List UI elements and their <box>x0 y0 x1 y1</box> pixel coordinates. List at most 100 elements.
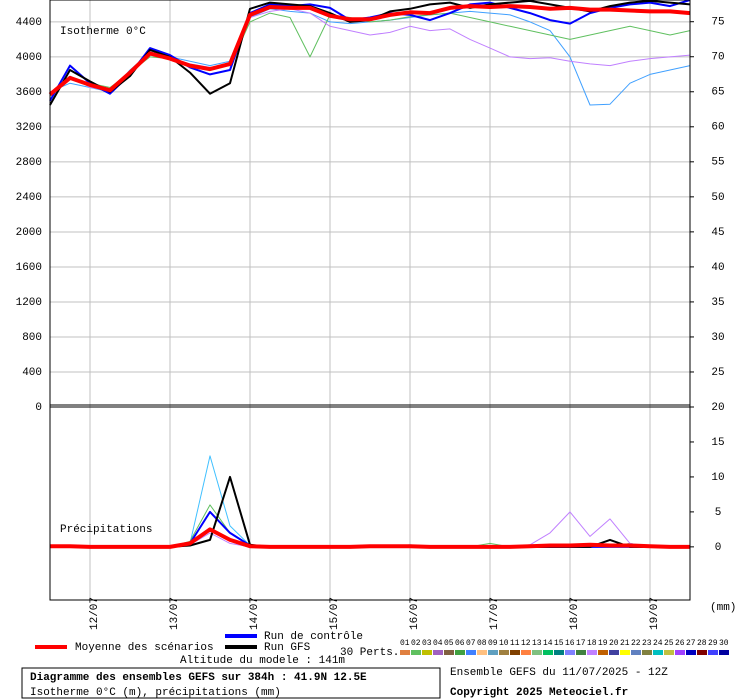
pert-swatch <box>422 650 432 655</box>
y-tick-label: 1200 <box>16 297 42 309</box>
x-tick-label: 13/07 <box>169 597 181 630</box>
pert-number: 16 <box>565 639 575 648</box>
footer-subtitle: Isotherme 0°C (m), précipitations (mm) <box>30 687 281 699</box>
pert-number: 29 <box>708 639 718 648</box>
pert-number: 19 <box>598 639 608 648</box>
axis-unit: (mm) <box>710 602 736 614</box>
y2-tick-label: 10 <box>711 472 724 484</box>
pert-swatch <box>554 650 564 655</box>
x-tick-label: 15/07 <box>329 597 341 630</box>
y-tick-label: 3200 <box>16 122 42 134</box>
y-tick-label: 3600 <box>16 87 42 99</box>
y2-tick-label: 20 <box>711 402 724 414</box>
series-line <box>48 4 691 97</box>
y2-tick-label: 40 <box>711 262 724 274</box>
pert-swatch <box>664 650 674 655</box>
pert-swatch <box>543 650 553 655</box>
pert-swatch <box>532 650 542 655</box>
pert-number: 22 <box>631 639 641 648</box>
pert-swatch <box>653 650 663 655</box>
pert-number: 18 <box>587 639 597 648</box>
x-tick-label: 12/07 <box>89 597 101 630</box>
y-tick-label: 800 <box>22 332 42 344</box>
y2-tick-label: 70 <box>711 52 724 64</box>
y-tick-label: 400 <box>22 367 42 379</box>
pert-number: 10 <box>499 639 509 648</box>
pert-swatch <box>499 650 509 655</box>
pert-swatch <box>686 650 696 655</box>
pert-number: 20 <box>609 639 619 648</box>
y-tick-label: 4000 <box>16 52 42 64</box>
pert-number: 04 <box>433 639 443 648</box>
y2-tick-label: 75 <box>711 17 724 29</box>
x-tick-label: 17/07 <box>489 597 501 630</box>
series-line <box>49 12 691 97</box>
pert-swatch <box>488 650 498 655</box>
pert-swatch <box>587 650 597 655</box>
pert-number: 07 <box>466 639 476 648</box>
y2-tick-label: 50 <box>711 192 724 204</box>
pert-number: 03 <box>422 639 432 648</box>
y-tick-label: 0 <box>35 402 42 414</box>
pert-swatch <box>466 650 476 655</box>
y2-tick-label: 45 <box>711 227 724 239</box>
pert-swatch <box>477 650 487 655</box>
pert-number: 23 <box>642 639 652 648</box>
legend-label: Run de contrôle <box>264 631 363 643</box>
y-tick-label: 1600 <box>16 262 42 274</box>
pert-label: 30 Perts. <box>340 647 399 659</box>
pert-swatch <box>510 650 520 655</box>
pert-number: 25 <box>664 639 674 648</box>
pert-swatch <box>400 650 410 655</box>
pert-number: 24 <box>653 639 663 648</box>
pert-swatch <box>697 650 707 655</box>
pert-number: 28 <box>697 639 707 648</box>
x-tick-label: 16/07 <box>409 597 421 630</box>
pert-swatch <box>642 650 652 655</box>
panel-title: Précipitations <box>60 524 152 536</box>
y-tick-label: 2000 <box>16 227 42 239</box>
y2-tick-label: 30 <box>711 332 724 344</box>
y2-tick-label: 35 <box>711 297 724 309</box>
pert-swatch <box>609 650 619 655</box>
altitude: Altitude du modele : 141m <box>180 655 345 667</box>
pert-number: 11 <box>510 639 520 648</box>
y2-tick-label: 15 <box>711 437 724 449</box>
pert-swatch <box>576 650 586 655</box>
pert-number: 27 <box>686 639 696 648</box>
pert-swatch <box>675 650 685 655</box>
x-tick-label: 14/07 <box>249 597 261 630</box>
pert-number: 14 <box>543 639 553 648</box>
x-tick-label: 18/07 <box>569 597 581 630</box>
y2-tick-label: 0 <box>715 542 722 554</box>
y2-tick-label: 5 <box>715 507 722 519</box>
pert-number: 13 <box>532 639 542 648</box>
pert-number: 17 <box>576 639 586 648</box>
pert-swatch <box>719 650 729 655</box>
pert-number: 08 <box>477 639 487 648</box>
pert-number: 12 <box>521 639 531 648</box>
y2-tick-label: 60 <box>711 122 724 134</box>
run-info: Ensemble GEFS du 11/07/2025 - 12Z <box>450 667 668 679</box>
pert-number: 21 <box>620 639 630 648</box>
y-tick-label: 4400 <box>16 17 42 29</box>
y2-tick-label: 55 <box>711 157 724 169</box>
pert-number: 02 <box>411 639 421 648</box>
series-line <box>50 527 690 549</box>
pert-number: 30 <box>719 639 729 648</box>
plot-frame <box>49 0 691 601</box>
pert-swatch <box>631 650 641 655</box>
title-box <box>21 667 441 699</box>
footer-title: Diagramme des ensembles GEFS sur 384h : … <box>30 672 367 684</box>
y-tick-label: 2400 <box>16 192 42 204</box>
x-tick-label: 19/07 <box>649 597 661 630</box>
pert-swatch <box>455 650 465 655</box>
pert-swatch <box>433 650 443 655</box>
pert-number: 01 <box>400 639 410 648</box>
legend-label: Moyenne des scénarios <box>75 642 214 654</box>
plot-area <box>48 0 694 600</box>
y-tick-label: 2800 <box>16 157 42 169</box>
pert-swatch <box>411 650 421 655</box>
y2-tick-label: 25 <box>711 367 724 379</box>
